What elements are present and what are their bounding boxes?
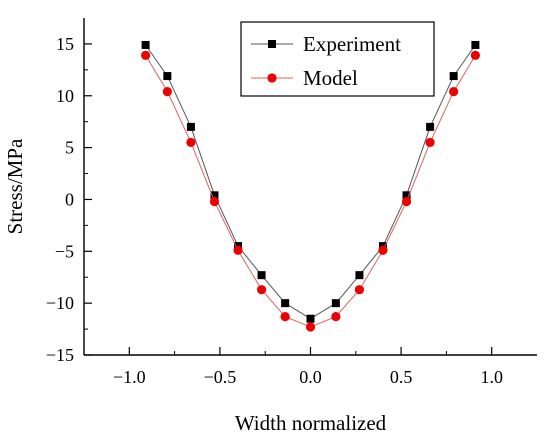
data-point <box>257 271 266 280</box>
data-point <box>141 50 151 60</box>
ticks: −1.0 −0.5 0.0 0.5 1.0 −15 −10 −5 0 5 10 15 <box>46 34 503 387</box>
legend-item: Experiment <box>251 32 401 56</box>
data-point <box>354 285 365 295</box>
data-point <box>331 299 340 308</box>
y-tick-label: −5 <box>55 241 74 261</box>
x-tick-label: 0.5 <box>390 367 413 387</box>
y-tick-label: 0 <box>65 189 74 209</box>
data-point <box>280 312 290 322</box>
data-point <box>470 50 480 60</box>
x-tick-label: 0.0 <box>299 367 322 387</box>
data-point <box>402 191 411 200</box>
data-point <box>425 137 435 148</box>
x-tick-label: 1.0 <box>480 367 503 387</box>
x-tick-label: −1.0 <box>113 367 146 387</box>
data-point <box>209 196 220 207</box>
data-point <box>210 191 219 200</box>
legend-marker <box>268 40 276 48</box>
y-tick-label: −15 <box>46 345 74 365</box>
x-tick-label: −0.5 <box>204 367 237 387</box>
data-point <box>186 137 196 148</box>
data-point <box>163 72 172 81</box>
y-tick-label: 5 <box>65 138 74 158</box>
y-tick-label: 10 <box>56 86 74 106</box>
legend-label: Experiment <box>303 32 401 56</box>
legend-marker <box>267 73 277 83</box>
data-point <box>281 299 290 308</box>
data-point <box>426 122 435 131</box>
y-tick-label: −10 <box>46 293 74 313</box>
data-point <box>306 314 315 323</box>
legend-box <box>240 21 435 97</box>
series-layer <box>141 40 480 332</box>
y-tick-label: 15 <box>56 34 74 54</box>
y-axis-title: Stress/MPa <box>3 138 27 234</box>
data-point <box>256 285 267 295</box>
data-point <box>449 87 459 97</box>
data-point <box>233 245 243 255</box>
data-point <box>471 40 480 49</box>
legend: Experiment Model <box>240 21 435 97</box>
x-axis-title: Width normalized <box>235 411 387 435</box>
data-point <box>449 72 458 81</box>
data-point <box>401 196 412 207</box>
data-point <box>186 122 195 131</box>
series-model <box>141 50 480 332</box>
data-point <box>355 271 364 280</box>
data-point <box>331 312 341 322</box>
data-point <box>162 87 172 97</box>
data-point <box>305 322 316 332</box>
data-point <box>378 245 388 255</box>
data-point <box>141 40 150 49</box>
legend-label: Model <box>303 66 358 90</box>
legend-item: Model <box>251 66 358 90</box>
